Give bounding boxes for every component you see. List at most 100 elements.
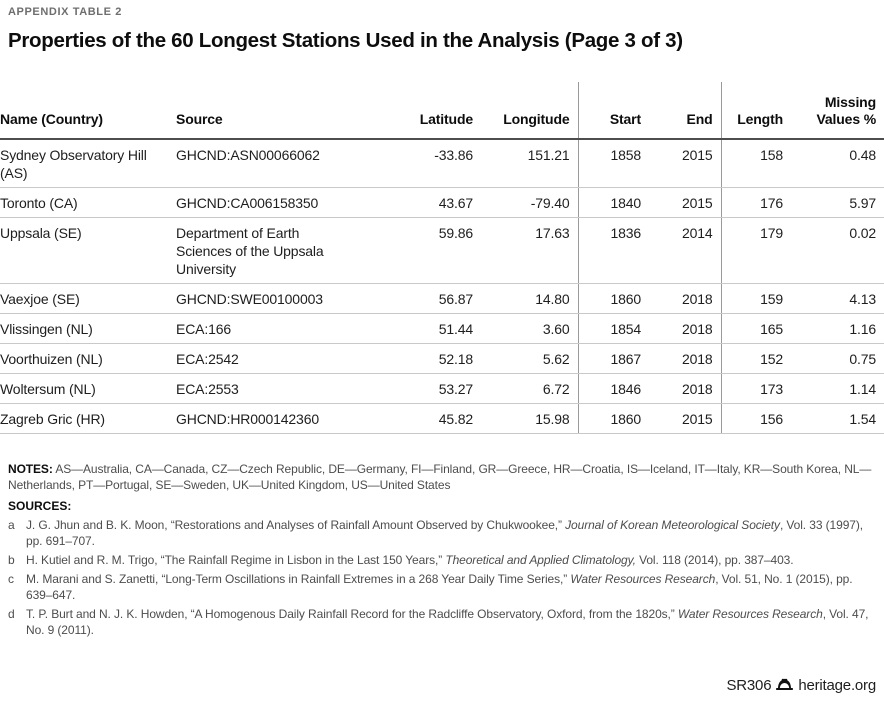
source-text: M. Marani and S. Zanetti, “Long-Term Osc… xyxy=(26,571,571,586)
cell-name: Zagreb Gric (HR) xyxy=(0,403,176,434)
stations-table: Name (Country) Source Latitude Longitude… xyxy=(0,81,884,434)
cell-missing: 1.16 xyxy=(791,313,884,344)
cell-missing: 4.13 xyxy=(791,283,884,314)
table-row: Zagreb Gric (HR) GHCND:HR000142360 45.82 15… xyxy=(0,403,884,434)
column-header-longitude: Longitude xyxy=(481,81,578,140)
cell-start: 1836 xyxy=(577,217,649,284)
page-title: Properties of the 60 Longest Stations Us… xyxy=(8,29,683,52)
cell-length: 176 xyxy=(720,187,791,218)
cell-longitude: -79.40 xyxy=(481,187,578,218)
cell-start: 1858 xyxy=(577,138,649,188)
source-text: , Vol. 47, No. 9 (2011). xyxy=(26,606,869,637)
cell-source: GHCND:SWE00100003 xyxy=(176,283,388,314)
source-letter: b xyxy=(8,552,15,567)
source-text: Vol. 118 (2014), pp. 387–403. xyxy=(635,552,794,567)
source-journal: Journal of Korean Meteorological Society xyxy=(565,517,780,532)
report-id: SR306 xyxy=(726,677,772,694)
cell-start: 1854 xyxy=(577,313,649,344)
source-text: H. Kutiel and R. M. Trigo, “The Rainfall… xyxy=(26,552,446,567)
cell-length: 152 xyxy=(720,343,791,374)
cell-missing: 0.75 xyxy=(791,343,884,374)
cell-source: Department of Earth Sciences of the Upps… xyxy=(176,217,388,284)
cell-name: Sydney Observatory Hill (AS) xyxy=(0,138,176,188)
cell-start: 1860 xyxy=(577,283,649,314)
table-row: Vaexjoe (SE) GHCND:SWE00100003 56.87 14.80 1… xyxy=(0,283,884,314)
table-row: Woltersum (NL) ECA:2553 53.27 6.72 1846 2018 1… xyxy=(0,373,884,404)
source-text: T. P. Burt and N. J. K. Howden, “A Homog… xyxy=(26,606,678,621)
cell-end: 2018 xyxy=(649,373,721,404)
cell-name: Woltersum (NL) xyxy=(0,373,176,404)
source-item: d T. P. Burt and N. J. K. Howden, “A Homo… xyxy=(8,606,876,638)
cell-longitude: 15.98 xyxy=(481,403,578,434)
notes-label: NOTES: xyxy=(8,461,53,476)
table-header: Name (Country) Source Latitude Longitude… xyxy=(0,81,884,140)
cell-start: 1867 xyxy=(577,343,649,374)
table-row: Vlissingen (NL) ECA:166 51.44 3.60 1854 2018 1… xyxy=(0,313,884,344)
column-header-missing: Missing Values % xyxy=(791,81,884,140)
cell-latitude: 51.44 xyxy=(388,313,481,344)
notes: NOTES: AS—Australia, CA—Canada, CZ—Czech… xyxy=(8,461,876,493)
table-row: Sydney Observatory Hill (AS) GHCND:ASN000… xyxy=(0,138,884,188)
cell-length: 165 xyxy=(720,313,791,344)
source-journal: Water Resources Research xyxy=(570,571,716,586)
cell-length: 159 xyxy=(720,283,791,314)
cell-longitude: 17.63 xyxy=(481,217,578,284)
notes-text: AS—Australia, CA—Canada, CZ—Czech Republ… xyxy=(8,461,872,492)
cell-latitude: 56.87 xyxy=(388,283,481,314)
cell-name: Toronto (CA) xyxy=(0,187,176,218)
cell-source-text: GHCND:CA006158350 xyxy=(176,194,319,211)
column-header-source: Source xyxy=(176,81,388,140)
cell-source: GHCND:HR000142360 xyxy=(176,403,388,434)
cell-end: 2015 xyxy=(649,187,721,218)
cell-latitude: -33.86 xyxy=(388,138,481,188)
cell-source-text: GHCND:HR000142360 xyxy=(176,410,319,427)
cell-source-text: Department of Earth Sciences of the Upps… xyxy=(176,224,324,277)
cell-end: 2018 xyxy=(649,313,721,344)
cell-name: Uppsala (SE) xyxy=(0,217,176,284)
cell-source-text: ECA:2553 xyxy=(176,380,239,397)
column-header-latitude: Latitude xyxy=(388,81,481,140)
column-header-start: Start xyxy=(577,81,649,140)
cell-end: 2014 xyxy=(649,217,721,284)
cell-longitude: 3.60 xyxy=(481,313,578,344)
cell-start: 1860 xyxy=(577,403,649,434)
cell-length: 179 xyxy=(720,217,791,284)
cell-source-text: ECA:166 xyxy=(176,320,231,337)
cell-source: ECA:2553 xyxy=(176,373,388,404)
source-letter: c xyxy=(8,571,14,586)
source-letter: d xyxy=(8,606,15,621)
column-header-end: End xyxy=(649,81,721,140)
column-header-name: Name (Country) xyxy=(0,81,176,140)
site-name: heritage.org xyxy=(798,677,876,694)
cell-length: 156 xyxy=(720,403,791,434)
sources-label: SOURCES: xyxy=(8,498,72,513)
cell-missing: 1.14 xyxy=(791,373,884,404)
cell-source-text: GHCND:SWE00100003 xyxy=(176,290,323,307)
cell-missing: 0.02 xyxy=(791,217,884,284)
cell-source: ECA:2542 xyxy=(176,343,388,374)
cell-source: GHCND:CA006158350 xyxy=(176,187,388,218)
cell-latitude: 52.18 xyxy=(388,343,481,374)
cell-source-text: ECA:2542 xyxy=(176,350,239,367)
source-item: c M. Marani and S. Zanetti, “Long-Term Os… xyxy=(8,571,876,603)
cell-longitude: 14.80 xyxy=(481,283,578,314)
source-text: J. G. Jhun and B. K. Moon, “Restorations… xyxy=(26,517,566,532)
source-letter: a xyxy=(8,517,15,532)
cell-latitude: 59.86 xyxy=(388,217,481,284)
cell-name: Voorthuizen (NL) xyxy=(0,343,176,374)
page-footer: SR306 heritage.org xyxy=(726,677,876,694)
cell-end: 2018 xyxy=(649,283,721,314)
cell-missing: 0.48 xyxy=(791,138,884,188)
cell-length: 173 xyxy=(720,373,791,404)
sources-list: a J. G. Jhun and B. K. Moon, “Restoration… xyxy=(0,517,884,638)
header-row: Name (Country) Source Latitude Longitude… xyxy=(0,81,884,140)
cell-name: Vaexjoe (SE) xyxy=(0,283,176,314)
source-item: a J. G. Jhun and B. K. Moon, “Restoration… xyxy=(8,517,876,549)
cell-latitude: 43.67 xyxy=(388,187,481,218)
table-row: Toronto (CA) GHCND:CA006158350 43.67 -79.40… xyxy=(0,187,884,218)
cell-longitude: 6.72 xyxy=(481,373,578,404)
cell-length: 158 xyxy=(720,138,791,188)
table-body: Sydney Observatory Hill (AS) GHCND:ASN000… xyxy=(0,138,884,434)
cell-end: 2015 xyxy=(649,403,721,434)
source-text: , Vol. 51, No. 1 (2015), pp. 639–647. xyxy=(26,571,853,602)
